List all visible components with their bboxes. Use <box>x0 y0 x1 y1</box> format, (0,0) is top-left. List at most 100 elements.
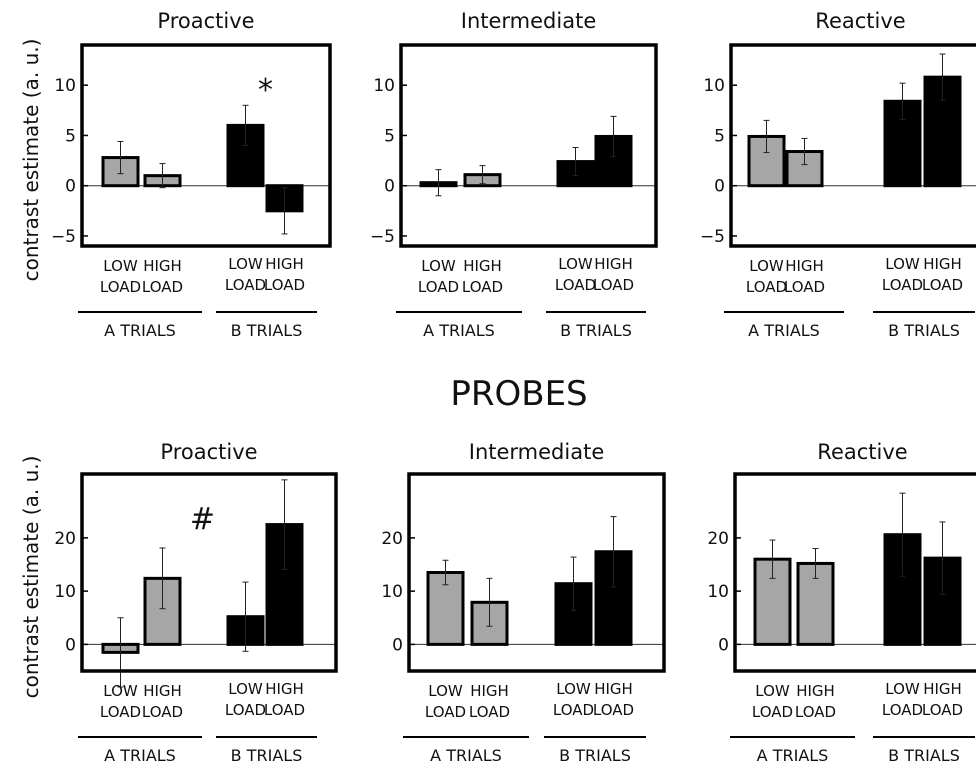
group-label: A TRIALS <box>104 746 176 765</box>
significance-marker: * <box>258 73 273 108</box>
category-label-line: LOAD <box>264 701 305 719</box>
chart-title-intermediate: Intermediate <box>461 9 597 33</box>
category-label-line: LOAD <box>882 276 923 294</box>
group-label: B TRIALS <box>560 321 632 340</box>
category-label-line: LOAD <box>593 276 634 294</box>
category-label: HIGH LOAD <box>264 680 305 719</box>
category-label-line: LOW <box>749 257 784 275</box>
category-label: HIGH LOAD <box>922 680 963 719</box>
y-tick-label: 10 <box>54 582 76 602</box>
y-tick-label: 0 <box>384 177 395 197</box>
y-tick-label: 10 <box>373 76 395 96</box>
group-label: A TRIALS <box>748 321 820 340</box>
category-label: LOW LOAD <box>882 680 923 719</box>
plot-frame <box>729 43 976 248</box>
category-label-line: LOAD <box>225 276 266 294</box>
y-tick-label: 10 <box>381 582 403 602</box>
chart-title-proactive: Proactive <box>160 440 257 464</box>
category-label-line: HIGH <box>143 682 182 700</box>
plot-frame <box>80 43 332 248</box>
category-label-line: LOAD <box>882 701 923 719</box>
category-label: LOW LOAD <box>100 682 141 721</box>
group-label: B TRIALS <box>888 746 960 765</box>
category-label-line: HIGH <box>463 257 502 275</box>
chart-title-reactive: Reactive <box>817 440 907 464</box>
category-label-line: HIGH <box>265 680 304 698</box>
y-tick-label: 0 <box>718 635 729 655</box>
chart-title-reactive: Reactive <box>815 9 905 33</box>
category-label: HIGH LOAD <box>264 255 305 294</box>
y-tick-label: 20 <box>381 529 403 549</box>
y-tick-label: −5 <box>370 227 395 247</box>
y-tick-label: 0 <box>714 177 725 197</box>
category-label-line: LOAD <box>100 278 141 296</box>
y-tick-label: 20 <box>54 529 76 549</box>
category-label-line: LOW <box>103 257 138 275</box>
category-label-line: LOW <box>428 682 463 700</box>
significance-marker: # <box>190 502 215 537</box>
category-label-line: HIGH <box>143 257 182 275</box>
group-label: A TRIALS <box>430 746 502 765</box>
category-label-line: LOAD <box>752 703 793 721</box>
category-label: LOW LOAD <box>746 257 787 296</box>
category-label: HIGH LOAD <box>142 257 183 296</box>
category-label-line: LOW <box>103 682 138 700</box>
plot-frame <box>399 43 658 248</box>
y-tick-label: 10 <box>707 582 729 602</box>
category-label: LOW LOAD <box>752 682 793 721</box>
category-label: HIGH LOAD <box>795 682 836 721</box>
category-label-line: HIGH <box>923 680 962 698</box>
y-tick-label: 5 <box>384 126 395 146</box>
plot-frame <box>80 472 338 673</box>
plot-frame <box>407 472 666 673</box>
category-label-line: LOAD <box>795 703 836 721</box>
category-label-line: LOAD <box>225 701 266 719</box>
category-label-line: LOAD <box>264 276 305 294</box>
category-label-line: LOAD <box>418 278 459 296</box>
category-label-line: HIGH <box>923 255 962 273</box>
group-label: A TRIALS <box>423 321 495 340</box>
group-label: B TRIALS <box>888 321 960 340</box>
category-label: HIGH LOAD <box>922 255 963 294</box>
group-label: A TRIALS <box>104 321 176 340</box>
category-label-line: HIGH <box>594 255 633 273</box>
category-label-line: LOW <box>228 680 263 698</box>
section-title: PROBES <box>450 374 587 414</box>
y-axis-label-bottom: contrast estimate (a. u.) <box>19 456 43 699</box>
category-label: LOW LOAD <box>418 257 459 296</box>
y-tick-label: 5 <box>714 126 725 146</box>
category-label: HIGH LOAD <box>593 680 634 719</box>
chart-title-proactive: Proactive <box>157 9 254 33</box>
category-label-line: HIGH <box>796 682 835 700</box>
y-axis-label-top: contrast estimate (a. u.) <box>19 39 43 282</box>
category-label-line: LOW <box>558 255 593 273</box>
category-label-line: LOAD <box>142 703 183 721</box>
category-label-line: LOAD <box>555 276 596 294</box>
group-label: A TRIALS <box>757 746 829 765</box>
category-label-line: HIGH <box>265 255 304 273</box>
y-tick-label: −5 <box>700 227 725 247</box>
y-tick-label: 20 <box>707 529 729 549</box>
chart-title-intermediate: Intermediate <box>469 440 605 464</box>
category-label-line: LOAD <box>462 278 503 296</box>
category-label: LOW LOAD <box>425 682 466 721</box>
y-tick-label: 5 <box>65 126 76 146</box>
category-label-line: LOW <box>228 255 263 273</box>
y-tick-label: 0 <box>392 635 403 655</box>
y-tick-label: 0 <box>65 635 76 655</box>
category-label-line: LOAD <box>425 703 466 721</box>
category-label-line: LOAD <box>142 278 183 296</box>
plot-frame <box>733 472 976 673</box>
category-label-line: LOAD <box>100 703 141 721</box>
y-tick-label: 10 <box>54 76 76 96</box>
category-label-line: LOAD <box>593 701 634 719</box>
group-label: B TRIALS <box>231 746 303 765</box>
category-label-line: LOW <box>755 682 790 700</box>
category-label: LOW LOAD <box>555 255 596 294</box>
category-label-line: LOAD <box>922 701 963 719</box>
group-label: B TRIALS <box>231 321 303 340</box>
